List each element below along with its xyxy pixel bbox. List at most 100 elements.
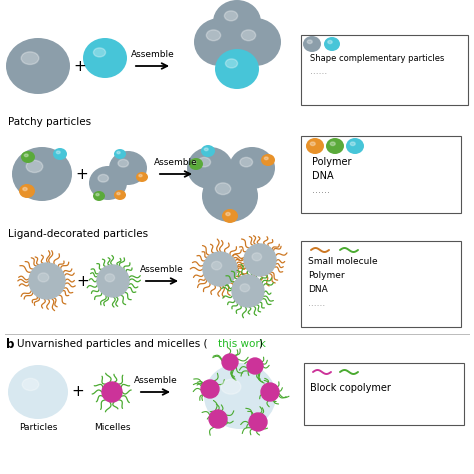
- Text: Polymer: Polymer: [308, 272, 345, 281]
- Ellipse shape: [136, 172, 148, 182]
- Ellipse shape: [118, 159, 128, 167]
- Ellipse shape: [12, 147, 72, 201]
- Ellipse shape: [306, 138, 324, 154]
- Ellipse shape: [328, 40, 332, 44]
- Ellipse shape: [198, 157, 210, 167]
- Ellipse shape: [105, 274, 115, 282]
- Ellipse shape: [192, 161, 196, 164]
- Text: Micelles: Micelles: [94, 423, 130, 432]
- Text: b: b: [6, 337, 14, 350]
- Text: DNA: DNA: [312, 171, 334, 181]
- Ellipse shape: [202, 170, 258, 222]
- Circle shape: [249, 413, 267, 431]
- Text: Ligand-decorated particles: Ligand-decorated particles: [8, 229, 148, 239]
- Ellipse shape: [114, 190, 126, 200]
- Ellipse shape: [326, 138, 344, 154]
- Ellipse shape: [6, 38, 70, 94]
- Text: ): ): [258, 339, 262, 349]
- Text: ......: ......: [312, 185, 330, 195]
- Ellipse shape: [93, 191, 105, 201]
- Ellipse shape: [324, 37, 340, 51]
- Text: this work: this work: [218, 339, 266, 349]
- Ellipse shape: [29, 263, 65, 299]
- Text: Polymer: Polymer: [312, 157, 352, 167]
- Ellipse shape: [226, 212, 230, 216]
- Ellipse shape: [93, 48, 106, 57]
- Text: +: +: [76, 166, 88, 182]
- Circle shape: [209, 410, 227, 428]
- Ellipse shape: [89, 166, 127, 200]
- Circle shape: [261, 383, 279, 401]
- Ellipse shape: [229, 147, 275, 189]
- Text: Shape complementary particles: Shape complementary particles: [310, 54, 444, 63]
- Ellipse shape: [204, 363, 276, 429]
- Text: Small molecule: Small molecule: [308, 257, 378, 266]
- Ellipse shape: [330, 142, 335, 146]
- Ellipse shape: [261, 154, 275, 166]
- Text: Block copolymer: Block copolymer: [310, 383, 391, 393]
- Text: ......: ......: [310, 66, 327, 75]
- FancyBboxPatch shape: [304, 363, 464, 425]
- Text: Unvarnished particles and micelles (: Unvarnished particles and micelles (: [17, 339, 208, 349]
- Ellipse shape: [244, 244, 276, 276]
- Ellipse shape: [215, 183, 231, 194]
- Ellipse shape: [222, 209, 238, 223]
- Ellipse shape: [98, 174, 109, 182]
- Text: Assemble: Assemble: [131, 50, 174, 59]
- Ellipse shape: [350, 142, 355, 146]
- Ellipse shape: [8, 365, 68, 419]
- FancyBboxPatch shape: [301, 35, 468, 105]
- Ellipse shape: [19, 184, 35, 198]
- Ellipse shape: [224, 11, 237, 21]
- Ellipse shape: [109, 151, 147, 185]
- Ellipse shape: [303, 36, 321, 52]
- Text: Particles: Particles: [19, 423, 57, 432]
- Ellipse shape: [26, 160, 43, 173]
- Text: ......: ......: [308, 300, 325, 309]
- FancyBboxPatch shape: [301, 241, 461, 327]
- Ellipse shape: [38, 273, 49, 282]
- Ellipse shape: [252, 253, 262, 261]
- Ellipse shape: [56, 151, 60, 154]
- Text: +: +: [72, 384, 84, 400]
- Ellipse shape: [211, 261, 222, 270]
- Ellipse shape: [117, 152, 120, 154]
- Text: Assemble: Assemble: [154, 158, 198, 167]
- Ellipse shape: [240, 284, 250, 292]
- Ellipse shape: [21, 52, 39, 64]
- Circle shape: [222, 354, 238, 370]
- Ellipse shape: [310, 142, 315, 146]
- Ellipse shape: [21, 151, 35, 163]
- Ellipse shape: [264, 157, 268, 160]
- Ellipse shape: [83, 38, 127, 78]
- Ellipse shape: [114, 149, 126, 159]
- Ellipse shape: [22, 378, 39, 391]
- Ellipse shape: [226, 59, 237, 68]
- Ellipse shape: [203, 252, 237, 286]
- Ellipse shape: [201, 145, 215, 157]
- Ellipse shape: [117, 192, 120, 195]
- Ellipse shape: [307, 40, 312, 44]
- Ellipse shape: [204, 148, 208, 151]
- Ellipse shape: [206, 30, 221, 41]
- Ellipse shape: [241, 30, 255, 41]
- Text: Patchy particles: Patchy particles: [8, 117, 91, 127]
- Ellipse shape: [187, 147, 233, 189]
- Text: +: +: [73, 58, 86, 73]
- Ellipse shape: [240, 157, 253, 167]
- Ellipse shape: [139, 174, 142, 177]
- Ellipse shape: [53, 148, 67, 160]
- Text: +: +: [77, 273, 90, 289]
- Text: DNA: DNA: [308, 285, 328, 294]
- Ellipse shape: [346, 138, 364, 154]
- Ellipse shape: [229, 18, 281, 66]
- FancyBboxPatch shape: [301, 136, 461, 213]
- Ellipse shape: [24, 154, 28, 157]
- Ellipse shape: [215, 49, 259, 89]
- Text: Assemble: Assemble: [140, 265, 184, 274]
- Ellipse shape: [221, 379, 241, 394]
- Ellipse shape: [213, 0, 261, 44]
- Circle shape: [102, 382, 122, 402]
- Circle shape: [201, 380, 219, 398]
- Ellipse shape: [23, 187, 27, 191]
